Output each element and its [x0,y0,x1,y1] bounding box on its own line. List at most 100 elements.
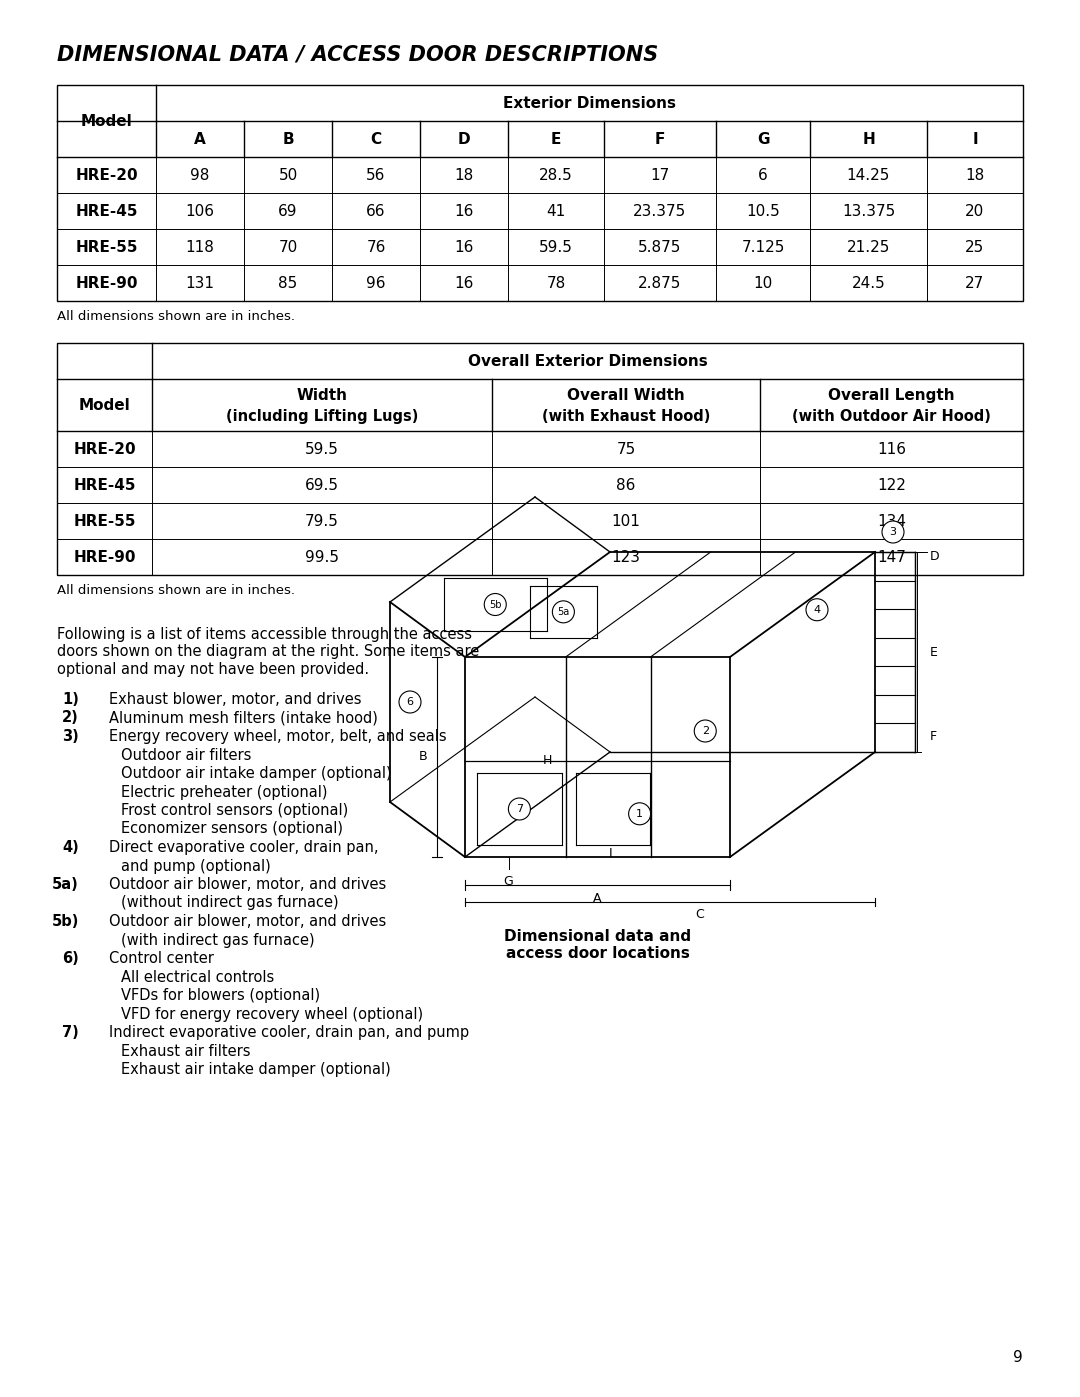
Text: HRE-55: HRE-55 [73,514,136,528]
Text: G: G [757,131,769,147]
Text: D: D [930,549,940,563]
Text: Exhaust air intake damper (optional): Exhaust air intake damper (optional) [121,1062,391,1077]
Text: 16: 16 [455,239,474,254]
Text: HRE-55: HRE-55 [76,239,138,254]
Text: (with Exhaust Hood): (with Exhaust Hood) [542,409,711,423]
Circle shape [552,601,575,623]
Text: I: I [972,131,977,147]
Circle shape [509,798,530,820]
Text: 96: 96 [366,275,386,291]
Text: 122: 122 [877,478,906,493]
Text: All dimensions shown are in inches.: All dimensions shown are in inches. [57,310,295,323]
Text: 18: 18 [966,168,985,183]
Text: Frost control sensors (optional): Frost control sensors (optional) [121,803,348,819]
Text: 123: 123 [611,549,640,564]
Text: 85: 85 [279,275,298,291]
Text: Electric preheater (optional): Electric preheater (optional) [121,785,327,799]
Text: 10: 10 [754,275,772,291]
Text: Overall Exterior Dimensions: Overall Exterior Dimensions [468,353,707,369]
Text: Indirect evaporative cooler, drain pan, and pump: Indirect evaporative cooler, drain pan, … [109,1025,469,1039]
Text: 41: 41 [546,204,566,218]
Text: Overall Length: Overall Length [828,388,955,404]
Text: Energy recovery wheel, motor, belt, and seals: Energy recovery wheel, motor, belt, and … [109,729,447,745]
Text: 1): 1) [63,692,79,707]
Text: Model: Model [81,113,133,129]
Text: and pump (optional): and pump (optional) [121,859,271,873]
Text: 10.5: 10.5 [746,204,780,218]
Bar [57,344,1023,576]
Text: 16: 16 [455,204,474,218]
Text: 14.25: 14.25 [847,168,890,183]
Text: (with indirect gas furnace): (with indirect gas furnace) [121,933,314,947]
Text: H: H [862,131,875,147]
Text: 78: 78 [546,275,566,291]
Text: 134: 134 [877,514,906,528]
Text: 76: 76 [366,239,386,254]
Text: 69: 69 [279,204,298,218]
Text: 27: 27 [966,275,985,291]
Text: HRE-45: HRE-45 [73,478,136,493]
Text: E: E [551,131,562,147]
Text: 99.5: 99.5 [305,549,339,564]
Text: VFDs for blowers (optional): VFDs for blowers (optional) [121,988,320,1003]
Text: 5.875: 5.875 [638,239,681,254]
Text: 7.125: 7.125 [741,239,785,254]
Text: Model: Model [79,398,131,412]
Text: 2: 2 [702,726,708,736]
Text: 75: 75 [617,441,636,457]
Text: 6: 6 [758,168,768,183]
Text: 28.5: 28.5 [539,168,572,183]
Text: 5b): 5b) [52,914,79,929]
Text: A: A [194,131,206,147]
Text: 3: 3 [890,527,896,536]
Text: 86: 86 [617,478,636,493]
Text: 17: 17 [650,168,670,183]
Text: Direct evaporative cooler, drain pan,: Direct evaporative cooler, drain pan, [109,840,378,855]
Text: Width: Width [297,388,348,404]
Text: 9: 9 [1013,1350,1023,1365]
Text: G: G [503,875,513,888]
Text: 5a): 5a) [52,877,79,893]
Text: Outdoor air blower, motor, and drives: Outdoor air blower, motor, and drives [109,877,387,893]
Text: 66: 66 [366,204,386,218]
Text: All dimensions shown are in inches.: All dimensions shown are in inches. [57,584,295,597]
Text: B: B [282,131,294,147]
Text: 6): 6) [63,951,79,965]
Text: 25: 25 [966,239,985,254]
Text: 98: 98 [190,168,210,183]
Text: HRE-90: HRE-90 [76,275,138,291]
Text: 13.375: 13.375 [842,204,895,218]
Text: 2): 2) [63,711,79,725]
Text: Overall Width: Overall Width [567,388,685,404]
Text: 69.5: 69.5 [305,478,339,493]
Text: 118: 118 [186,239,215,254]
Text: 106: 106 [186,204,215,218]
Text: 2.875: 2.875 [638,275,681,291]
Text: E: E [930,645,937,658]
Text: 4: 4 [813,605,821,615]
Text: HRE-20: HRE-20 [73,441,136,457]
Text: All electrical controls: All electrical controls [121,970,274,985]
Text: 56: 56 [366,168,386,183]
Text: 59.5: 59.5 [539,239,572,254]
Text: 4): 4) [63,840,79,855]
Text: I: I [609,847,612,861]
Text: 79.5: 79.5 [305,514,339,528]
Text: (including Lifting Lugs): (including Lifting Lugs) [226,409,418,423]
Text: 18: 18 [455,168,474,183]
Text: H: H [543,754,552,767]
Text: Following is a list of items accessible through the access
doors shown on the di: Following is a list of items accessible … [57,627,480,676]
Bar [57,85,1023,300]
Text: 7: 7 [516,805,523,814]
Text: 147: 147 [877,549,906,564]
Text: Outdoor air filters: Outdoor air filters [121,747,252,763]
Text: B: B [418,750,427,764]
Text: 7): 7) [63,1025,79,1039]
Text: Exterior Dimensions: Exterior Dimensions [503,95,676,110]
Text: 21.25: 21.25 [847,239,890,254]
Text: 131: 131 [186,275,215,291]
Text: C: C [370,131,381,147]
Text: F: F [930,731,937,743]
Text: 20: 20 [966,204,985,218]
Text: Outdoor air blower, motor, and drives: Outdoor air blower, motor, and drives [109,914,387,929]
